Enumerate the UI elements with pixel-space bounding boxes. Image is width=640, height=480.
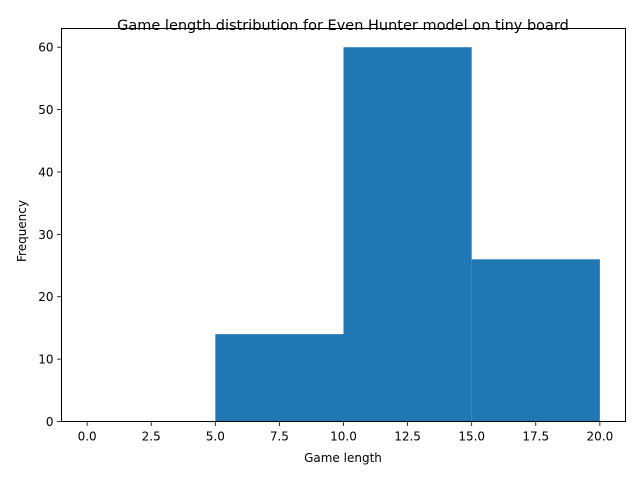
x-tick-label-3: 7.5 — [270, 430, 289, 444]
x-tick-label-8: 20.0 — [587, 430, 614, 444]
x-tick-label-0: 0.0 — [78, 430, 97, 444]
x-axis-ticks: 0.0 2.5 5.0 7.5 10.0 12.5 15.0 17.5 20.0 — [78, 421, 614, 444]
chart-title: Game length distribution for Even Hunter… — [117, 18, 569, 34]
x-tick-label-2: 5.0 — [206, 430, 225, 444]
x-tick-label-5: 12.5 — [394, 430, 421, 444]
y-tick-label-5: 50 — [38, 103, 53, 117]
histogram-bar-2 — [343, 47, 472, 422]
y-tick-label-6: 60 — [38, 41, 53, 55]
y-tick-label-3: 30 — [38, 228, 53, 242]
y-axis-label: Frequency — [15, 200, 29, 262]
y-tick-label-2: 20 — [38, 290, 53, 304]
bars-layer — [215, 47, 600, 422]
y-tick-label-1: 10 — [38, 353, 53, 367]
x-tick-label-6: 15.0 — [458, 430, 485, 444]
x-tick-label-7: 17.5 — [522, 430, 549, 444]
histogram-bar-3 — [471, 259, 600, 422]
y-axis-ticks: 0 10 20 30 40 50 60 — [38, 41, 62, 429]
x-axis-label: Game length — [304, 451, 382, 465]
y-tick-label-4: 40 — [38, 165, 53, 179]
x-tick-label-1: 2.5 — [142, 430, 161, 444]
y-tick-label-0: 0 — [46, 415, 54, 429]
histogram-bar-1 — [215, 334, 344, 422]
x-tick-label-4: 10.0 — [330, 430, 357, 444]
